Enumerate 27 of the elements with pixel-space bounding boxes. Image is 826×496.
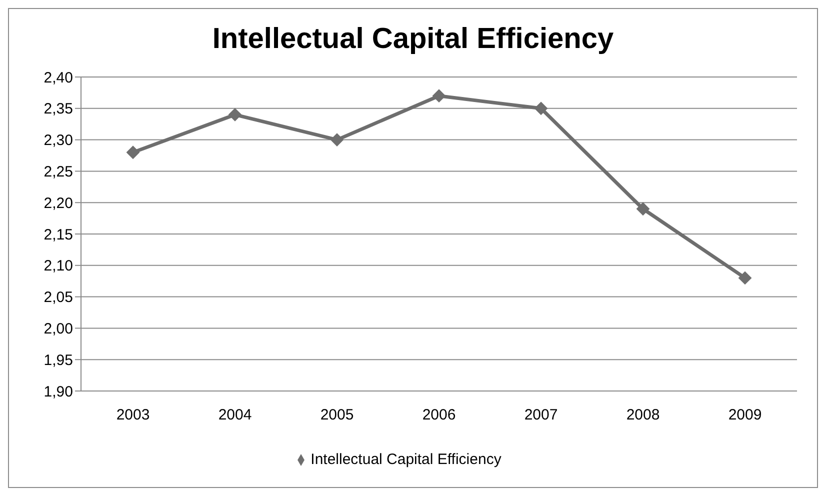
legend-label: Intellectual Capital Efficiency [310,451,502,468]
y-tick-label: 2,30 [44,132,73,150]
point [126,146,140,159]
x-tick-label: 2008 [626,406,660,424]
point [432,89,446,102]
y-tick-label: 2,40 [44,69,73,86]
x-tick-label: 2007 [524,406,558,424]
point [636,202,650,216]
point [330,133,344,146]
point [738,271,752,284]
point [228,108,242,122]
y-tick-label: 2,00 [44,320,73,338]
chart-title: Intellectual Capital Efficiency [211,23,615,57]
y-tick-label: 2,25 [44,164,73,181]
point [534,102,548,115]
x-tick-label: 2003 [116,406,150,424]
y-tick-label: 2,20 [44,194,73,212]
y-tick-label: 1,95 [44,352,73,369]
y-tick-label: 1,90 [44,383,73,400]
y-tick-label: 2,35 [44,100,73,118]
x-tick-label: 2004 [218,406,252,424]
x-tick-label: 2005 [320,406,354,424]
y-tick-label: 2,15 [44,226,73,244]
y-tick-label: 2,05 [44,289,73,306]
x-tick-label: 2006 [422,406,456,424]
x-tick-label: 2009 [728,406,762,424]
y-tick-label: 2,10 [44,258,73,275]
